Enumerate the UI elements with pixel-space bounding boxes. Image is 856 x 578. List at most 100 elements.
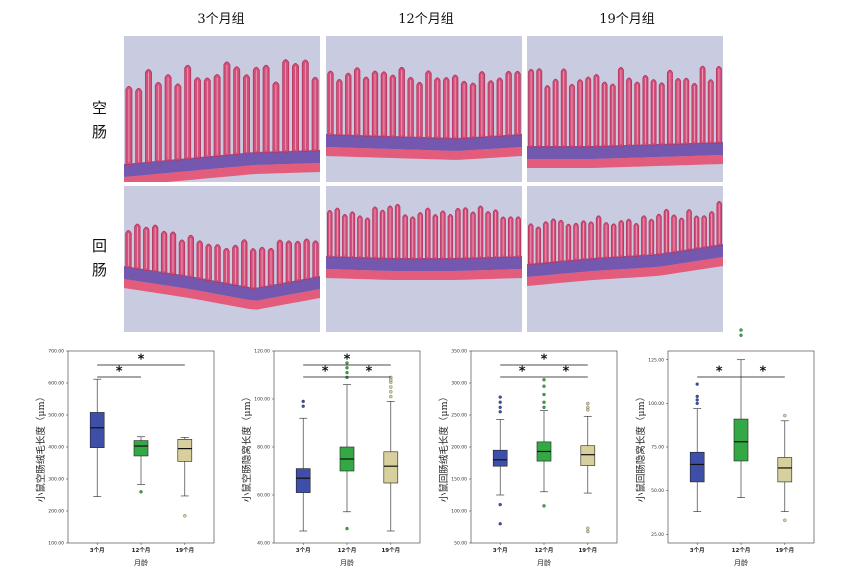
outlier-point bbox=[542, 378, 546, 382]
outlier-point bbox=[345, 370, 349, 375]
significance-star: * bbox=[716, 365, 723, 380]
outlier-point bbox=[542, 384, 546, 388]
box-3个月 bbox=[89, 378, 105, 497]
y-tick-label: 50.00 bbox=[651, 488, 664, 494]
significance-star: * bbox=[519, 365, 526, 380]
boxplot-jejunum-villus: 100.00 200.00 300.00 400.00 500.00 600.00 700.… bbox=[20, 345, 224, 573]
row-label-ileum-char1: 回 bbox=[92, 237, 108, 255]
x-tick-label: 3个月 bbox=[690, 546, 705, 554]
y-tick-label: 500.00 bbox=[48, 413, 64, 419]
y-tick-label: 300.00 bbox=[48, 477, 64, 483]
significance-star: * bbox=[541, 353, 548, 368]
y-tick-label: 50.00 bbox=[454, 541, 467, 547]
column-title-19-months: 19个月组 bbox=[599, 12, 655, 27]
significance-star: * bbox=[138, 353, 145, 368]
box-3个月 bbox=[295, 399, 311, 532]
significance-star: * bbox=[344, 353, 351, 368]
outlier-point bbox=[498, 400, 502, 404]
x-tick-label: 12个月 bbox=[338, 546, 357, 554]
box-3个月 bbox=[689, 382, 705, 512]
outlier-point bbox=[586, 526, 590, 530]
micrograph-ileum-3m bbox=[124, 186, 320, 332]
outlier-point bbox=[389, 385, 393, 389]
column-title-12-months: 12个月组 bbox=[398, 12, 454, 27]
box-iqr bbox=[295, 468, 311, 493]
box-iqr bbox=[177, 439, 193, 462]
box-12个月 bbox=[339, 361, 355, 531]
x-tick-label: 3个月 bbox=[296, 546, 311, 554]
outlier-point bbox=[695, 398, 699, 402]
y-tick-label: 200.00 bbox=[48, 509, 64, 515]
outlier-point bbox=[498, 395, 502, 399]
y-tick-label: 350.00 bbox=[451, 349, 467, 355]
outlier-point bbox=[498, 502, 502, 507]
y-tick-label: 40.00 bbox=[257, 541, 270, 547]
outlier-point bbox=[586, 529, 590, 534]
outlier-point bbox=[345, 366, 349, 370]
row-label-jejunum-char1: 空 bbox=[92, 99, 108, 117]
micrograph-ileum-12m bbox=[326, 186, 522, 332]
row-label-ileum-char2: 肠 bbox=[92, 261, 108, 279]
outlier-point bbox=[183, 514, 187, 518]
box-12个月 bbox=[536, 378, 552, 508]
micrograph-jejunum-12m bbox=[326, 36, 522, 182]
boxplot-jejunum-crypt: 40.00 60.00 80.00 100.00 120.00 小鼠空肠隐窝长度（μm） 3… bbox=[226, 345, 430, 573]
outlier-point bbox=[542, 405, 546, 409]
outlier-point bbox=[345, 361, 349, 365]
outlier-point bbox=[542, 400, 546, 404]
y-tick-label: 120.00 bbox=[254, 349, 270, 355]
boxplot-ileum-crypt: 25.00 50.00 75.00 100.00 125.00 小鼠回肠隐窝长度（μm） 3… bbox=[620, 328, 824, 573]
y-tick-label: 700.00 bbox=[48, 349, 64, 355]
outlier-point bbox=[783, 413, 787, 418]
row-label-jejunum: 空 肠 bbox=[92, 96, 112, 144]
x-tick-label: 19个月 bbox=[775, 546, 794, 554]
row-label-jejunum-char2: 肠 bbox=[92, 123, 108, 141]
outlier-point bbox=[498, 410, 502, 414]
box-19个月 bbox=[383, 375, 399, 532]
box-iqr bbox=[733, 418, 749, 462]
row-label-ileum: 回 肠 bbox=[92, 234, 112, 282]
micrograph-ileum-19m bbox=[527, 186, 723, 332]
box-iqr bbox=[777, 457, 793, 483]
y-axis-label: 小鼠空肠隐窝长度（μm） bbox=[241, 392, 253, 502]
y-axis-label: 小鼠回肠绒毛长度（μm） bbox=[438, 392, 450, 502]
x-tick-label: 19个月 bbox=[175, 546, 194, 554]
outlier-point bbox=[586, 405, 590, 409]
outlier-point bbox=[498, 405, 502, 409]
outlier-point bbox=[139, 490, 143, 494]
x-tick-label: 19个月 bbox=[381, 546, 400, 554]
y-tick-label: 100.00 bbox=[48, 541, 64, 547]
outlier-point bbox=[695, 394, 699, 399]
significance-star: * bbox=[365, 365, 372, 380]
outlier-point bbox=[739, 328, 743, 332]
significance-star: * bbox=[562, 365, 569, 380]
y-tick-label: 600.00 bbox=[48, 381, 64, 387]
outlier-point bbox=[389, 394, 393, 399]
x-tick-label: 19个月 bbox=[578, 546, 597, 554]
box-12个月 bbox=[733, 328, 749, 498]
outlier-point bbox=[498, 522, 502, 526]
y-tick-label: 80.00 bbox=[257, 445, 270, 451]
y-tick-label: 100.00 bbox=[648, 401, 664, 407]
outlier-point bbox=[301, 404, 305, 408]
box-12个月 bbox=[133, 436, 149, 494]
outlier-point bbox=[695, 382, 699, 386]
column-title-3-months: 3个月组 bbox=[197, 12, 245, 27]
y-axis-label: 小鼠回肠隐窝长度（μm） bbox=[635, 392, 647, 502]
x-tick-label: 3个月 bbox=[493, 546, 508, 554]
box-iqr bbox=[89, 412, 105, 448]
outlier-point bbox=[542, 504, 546, 508]
x-axis-label: 月龄 bbox=[340, 558, 354, 567]
outlier-point bbox=[783, 518, 787, 522]
y-tick-label: 75.00 bbox=[651, 445, 664, 451]
box-19个月 bbox=[777, 413, 793, 522]
x-axis-label: 月龄 bbox=[134, 558, 148, 567]
significance-star: * bbox=[759, 365, 766, 380]
outlier-point bbox=[542, 392, 546, 397]
x-tick-label: 3个月 bbox=[90, 546, 105, 554]
box-19个月 bbox=[580, 401, 596, 534]
box-19个月 bbox=[177, 437, 193, 518]
x-axis-label: 月龄 bbox=[537, 558, 551, 567]
outlier-point bbox=[586, 401, 590, 406]
y-tick-label: 125.00 bbox=[648, 357, 664, 363]
